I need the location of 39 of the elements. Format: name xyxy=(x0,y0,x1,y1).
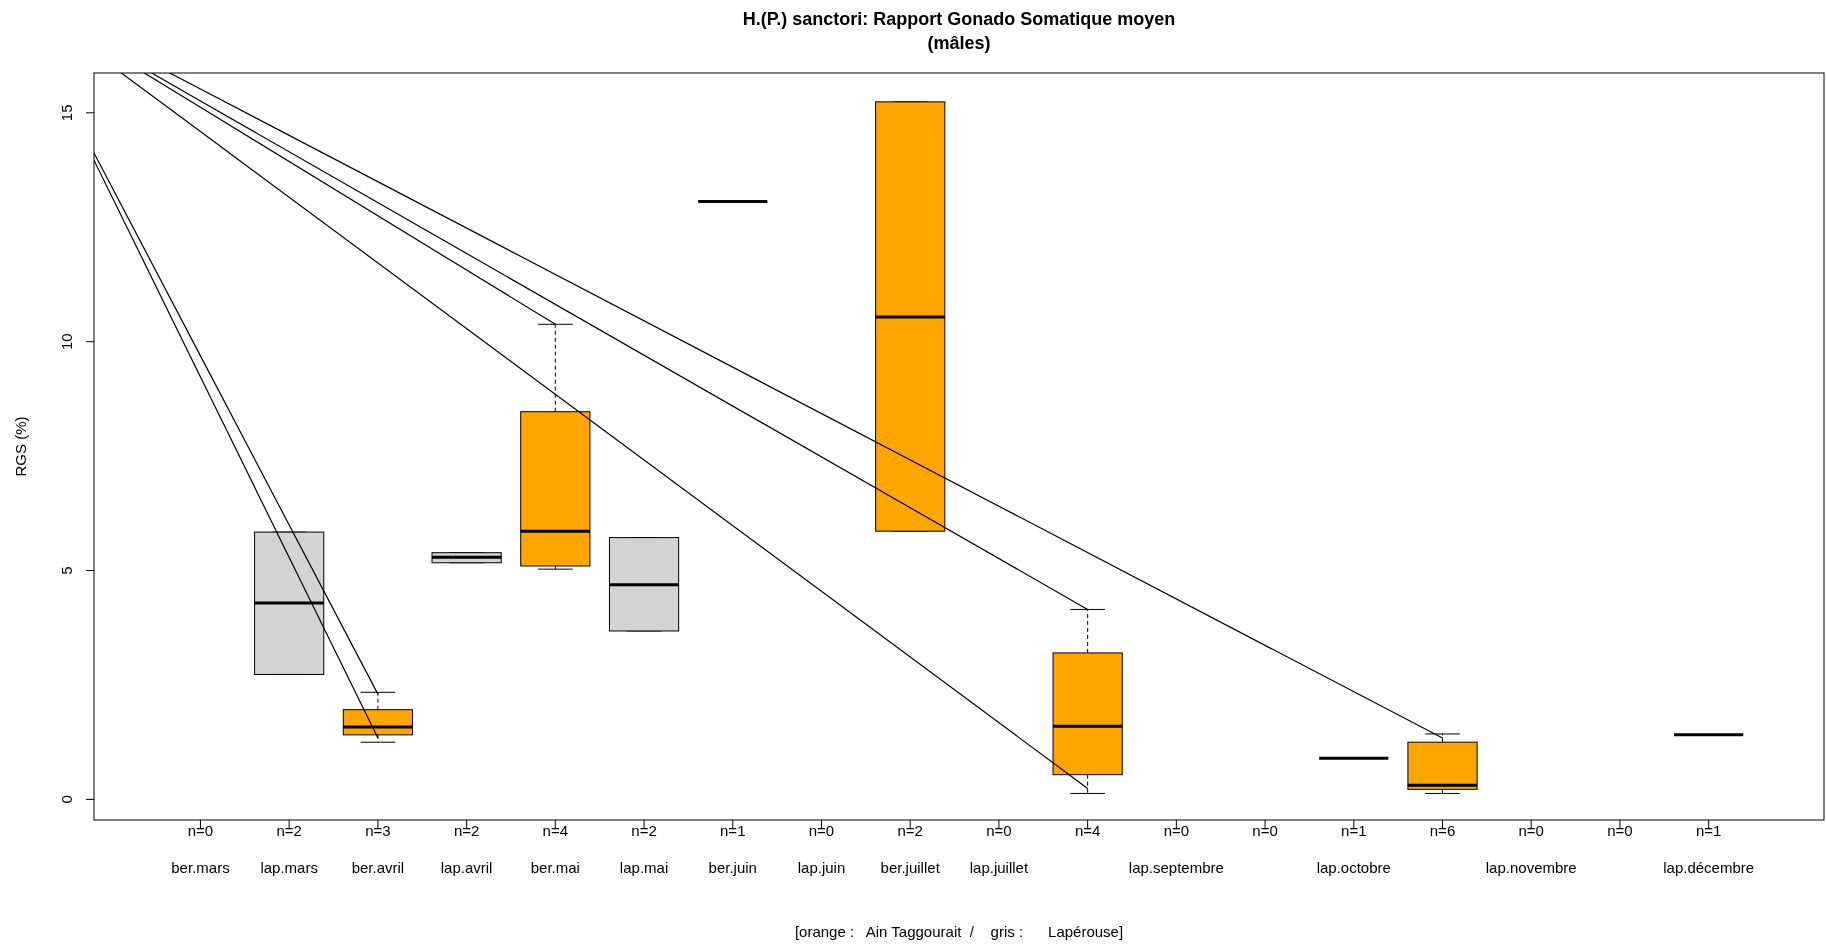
text: n=2 xyxy=(631,822,657,839)
x-tick-label: lap.septembre xyxy=(1128,859,1224,876)
text: n=2 xyxy=(276,822,302,839)
text: n=2 xyxy=(897,822,923,839)
text: n=3 xyxy=(365,822,391,839)
text: n=0 xyxy=(187,822,214,839)
x-tick-label: lap.juin xyxy=(797,859,846,876)
text: n=0 xyxy=(808,822,835,839)
x-tick-label: ber.juillet xyxy=(880,859,941,876)
x-tick-label: ber.juin xyxy=(708,859,757,876)
x-tick-label: lap.décembre xyxy=(1663,859,1755,876)
x-tick-label: lap.avril xyxy=(440,859,493,876)
y-tick-label: 0 xyxy=(58,795,75,804)
text: n=1 xyxy=(1341,822,1367,839)
text: n=6 xyxy=(1429,822,1456,839)
x-tick-label: ber.mai xyxy=(530,859,580,876)
text: n=0 xyxy=(1163,822,1190,839)
text: n=1 xyxy=(1695,822,1722,839)
text: n=0 xyxy=(986,822,1012,839)
x-tick-label: lap.octobre xyxy=(1316,859,1391,876)
text: n=4 xyxy=(1074,822,1101,839)
text: n=0 xyxy=(1518,822,1544,839)
x-tick-label: ber.avril xyxy=(351,859,405,876)
y-tick-label: 15 xyxy=(58,104,75,122)
text: n=2 xyxy=(453,822,480,839)
text: n=0 xyxy=(1252,822,1278,839)
x-tick-label: lap.juillet xyxy=(969,859,1029,876)
text: n=4 xyxy=(542,822,569,839)
text: [orange : Ain Taggourait / gris : Lapérouse] xyxy=(794,923,1124,940)
y-tick-label: 5 xyxy=(58,566,75,575)
text: n=1 xyxy=(720,822,746,839)
x-tick-label: lap.mai xyxy=(619,859,669,876)
text: n=0 xyxy=(1607,822,1633,839)
y-axis-title: RGS (%) xyxy=(12,416,29,477)
x-tick-label: lap.mars xyxy=(260,859,318,876)
y-tick-label: 10 xyxy=(58,333,75,351)
x-tick-label: lap.novembre xyxy=(1485,859,1577,876)
chart-title: H.(P.) sanctori: Rapport Gonado Somatique moyen (mâles) xyxy=(742,9,1176,53)
x-tick-label: ber.mars xyxy=(171,859,230,876)
